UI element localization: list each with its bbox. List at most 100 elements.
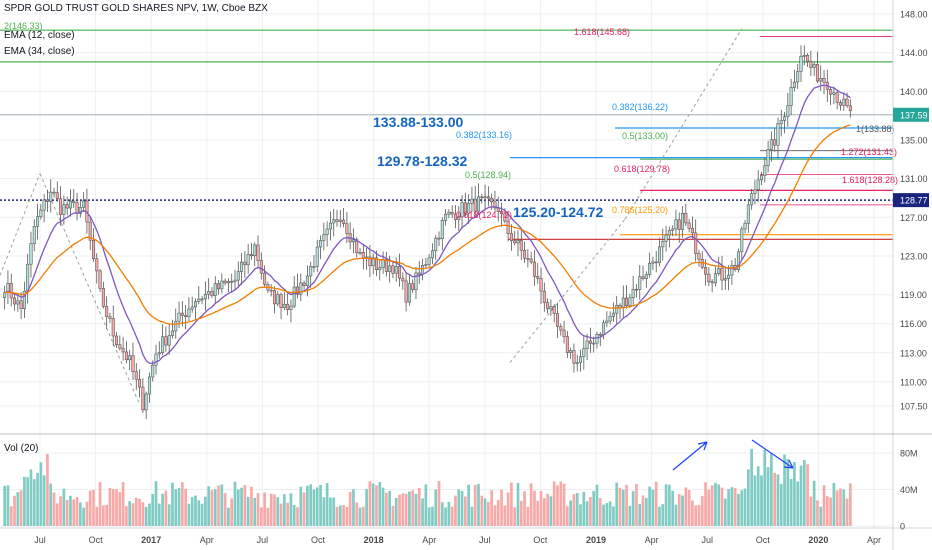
volume-bar xyxy=(148,503,151,526)
volume-bar xyxy=(510,482,513,526)
candle xyxy=(608,316,612,322)
volume-bar xyxy=(105,504,109,526)
candle xyxy=(569,350,573,353)
candle xyxy=(707,273,711,283)
volume-bar xyxy=(427,507,431,526)
candle xyxy=(575,362,579,364)
candle xyxy=(141,386,145,411)
volume-bar xyxy=(559,481,563,526)
candle xyxy=(22,291,26,309)
candle xyxy=(88,221,92,241)
price-tick-label: 110.00 xyxy=(900,377,927,387)
volume-bar xyxy=(111,489,115,526)
volume-bar xyxy=(329,497,332,526)
candle xyxy=(806,55,810,62)
price-tick-label: 119.00 xyxy=(900,290,927,300)
volume-bar xyxy=(342,505,345,526)
volume-bar xyxy=(352,489,355,526)
candle xyxy=(355,239,359,254)
candle xyxy=(49,191,53,202)
volume-bar xyxy=(391,505,395,526)
volume-bar xyxy=(566,506,569,526)
candle xyxy=(783,116,787,121)
volume-bar xyxy=(332,497,336,526)
volume-bar xyxy=(582,491,586,526)
candle xyxy=(263,272,267,285)
candle xyxy=(167,335,171,346)
volume-bar xyxy=(760,475,763,526)
candle xyxy=(391,265,395,274)
price-tick-label: 140.00 xyxy=(900,87,928,97)
volume-bar xyxy=(250,486,253,526)
candle xyxy=(598,333,602,336)
volume-bar xyxy=(763,449,767,526)
volume-bar xyxy=(325,483,329,526)
price-tick-label: 135.00 xyxy=(900,135,928,145)
candle xyxy=(829,89,833,95)
ema12-legend: EMA (12, close) xyxy=(4,30,75,41)
volume-bar xyxy=(190,497,194,526)
candle xyxy=(625,297,629,306)
volume-bar xyxy=(812,480,816,526)
candle xyxy=(799,55,803,72)
volume-bar xyxy=(355,502,359,526)
volume-bar xyxy=(470,506,474,526)
candle xyxy=(641,276,645,279)
volume-bar xyxy=(26,477,30,526)
candle xyxy=(296,286,300,295)
volume-bar xyxy=(628,505,632,526)
candle xyxy=(101,288,105,307)
volume-bar xyxy=(411,490,415,526)
volume-bar xyxy=(385,492,388,526)
candle xyxy=(815,64,819,82)
fib-label: 1.272(131.43) xyxy=(841,147,897,157)
volume-bar xyxy=(134,497,138,526)
volume-bar xyxy=(727,489,730,526)
volume-bar xyxy=(717,484,721,526)
volume-bar xyxy=(266,507,270,526)
candle xyxy=(822,78,826,83)
time-tick-label: Oct xyxy=(756,535,771,545)
volume-bar xyxy=(832,482,836,526)
candle xyxy=(555,313,559,327)
volume-bar xyxy=(404,493,408,526)
volume-bar xyxy=(493,505,497,526)
candle xyxy=(437,237,441,240)
candle xyxy=(78,207,82,214)
volume-bar xyxy=(816,500,819,526)
volume-bar xyxy=(424,484,428,526)
candle xyxy=(776,123,780,146)
volume-bar xyxy=(585,501,589,526)
candle xyxy=(3,292,7,298)
candle xyxy=(374,257,378,271)
volume-bar xyxy=(36,472,39,526)
volume-bar xyxy=(371,483,375,526)
price-tick-label: 123.00 xyxy=(900,251,928,261)
volume-bar xyxy=(302,492,306,526)
candle xyxy=(727,274,731,279)
candle xyxy=(190,306,194,310)
volume-bar xyxy=(75,497,79,526)
volume-bar xyxy=(69,495,72,526)
volume-bar xyxy=(283,494,286,526)
candle xyxy=(161,336,165,353)
candle xyxy=(773,139,777,146)
volume-bar xyxy=(19,490,23,526)
candle xyxy=(809,61,813,68)
candle xyxy=(559,326,563,331)
zone-label: 129.78-128.32 xyxy=(377,153,468,169)
candle xyxy=(740,228,744,253)
candle xyxy=(588,340,592,344)
candle xyxy=(98,270,102,289)
candle xyxy=(549,306,553,310)
volume-bar xyxy=(536,500,540,526)
candle xyxy=(516,240,520,244)
volume-bar xyxy=(197,500,201,526)
volume-bar xyxy=(506,492,510,526)
candle xyxy=(631,288,635,299)
candle xyxy=(417,272,421,275)
candle xyxy=(562,329,566,337)
candle xyxy=(602,322,606,335)
volume-bar xyxy=(408,491,411,526)
